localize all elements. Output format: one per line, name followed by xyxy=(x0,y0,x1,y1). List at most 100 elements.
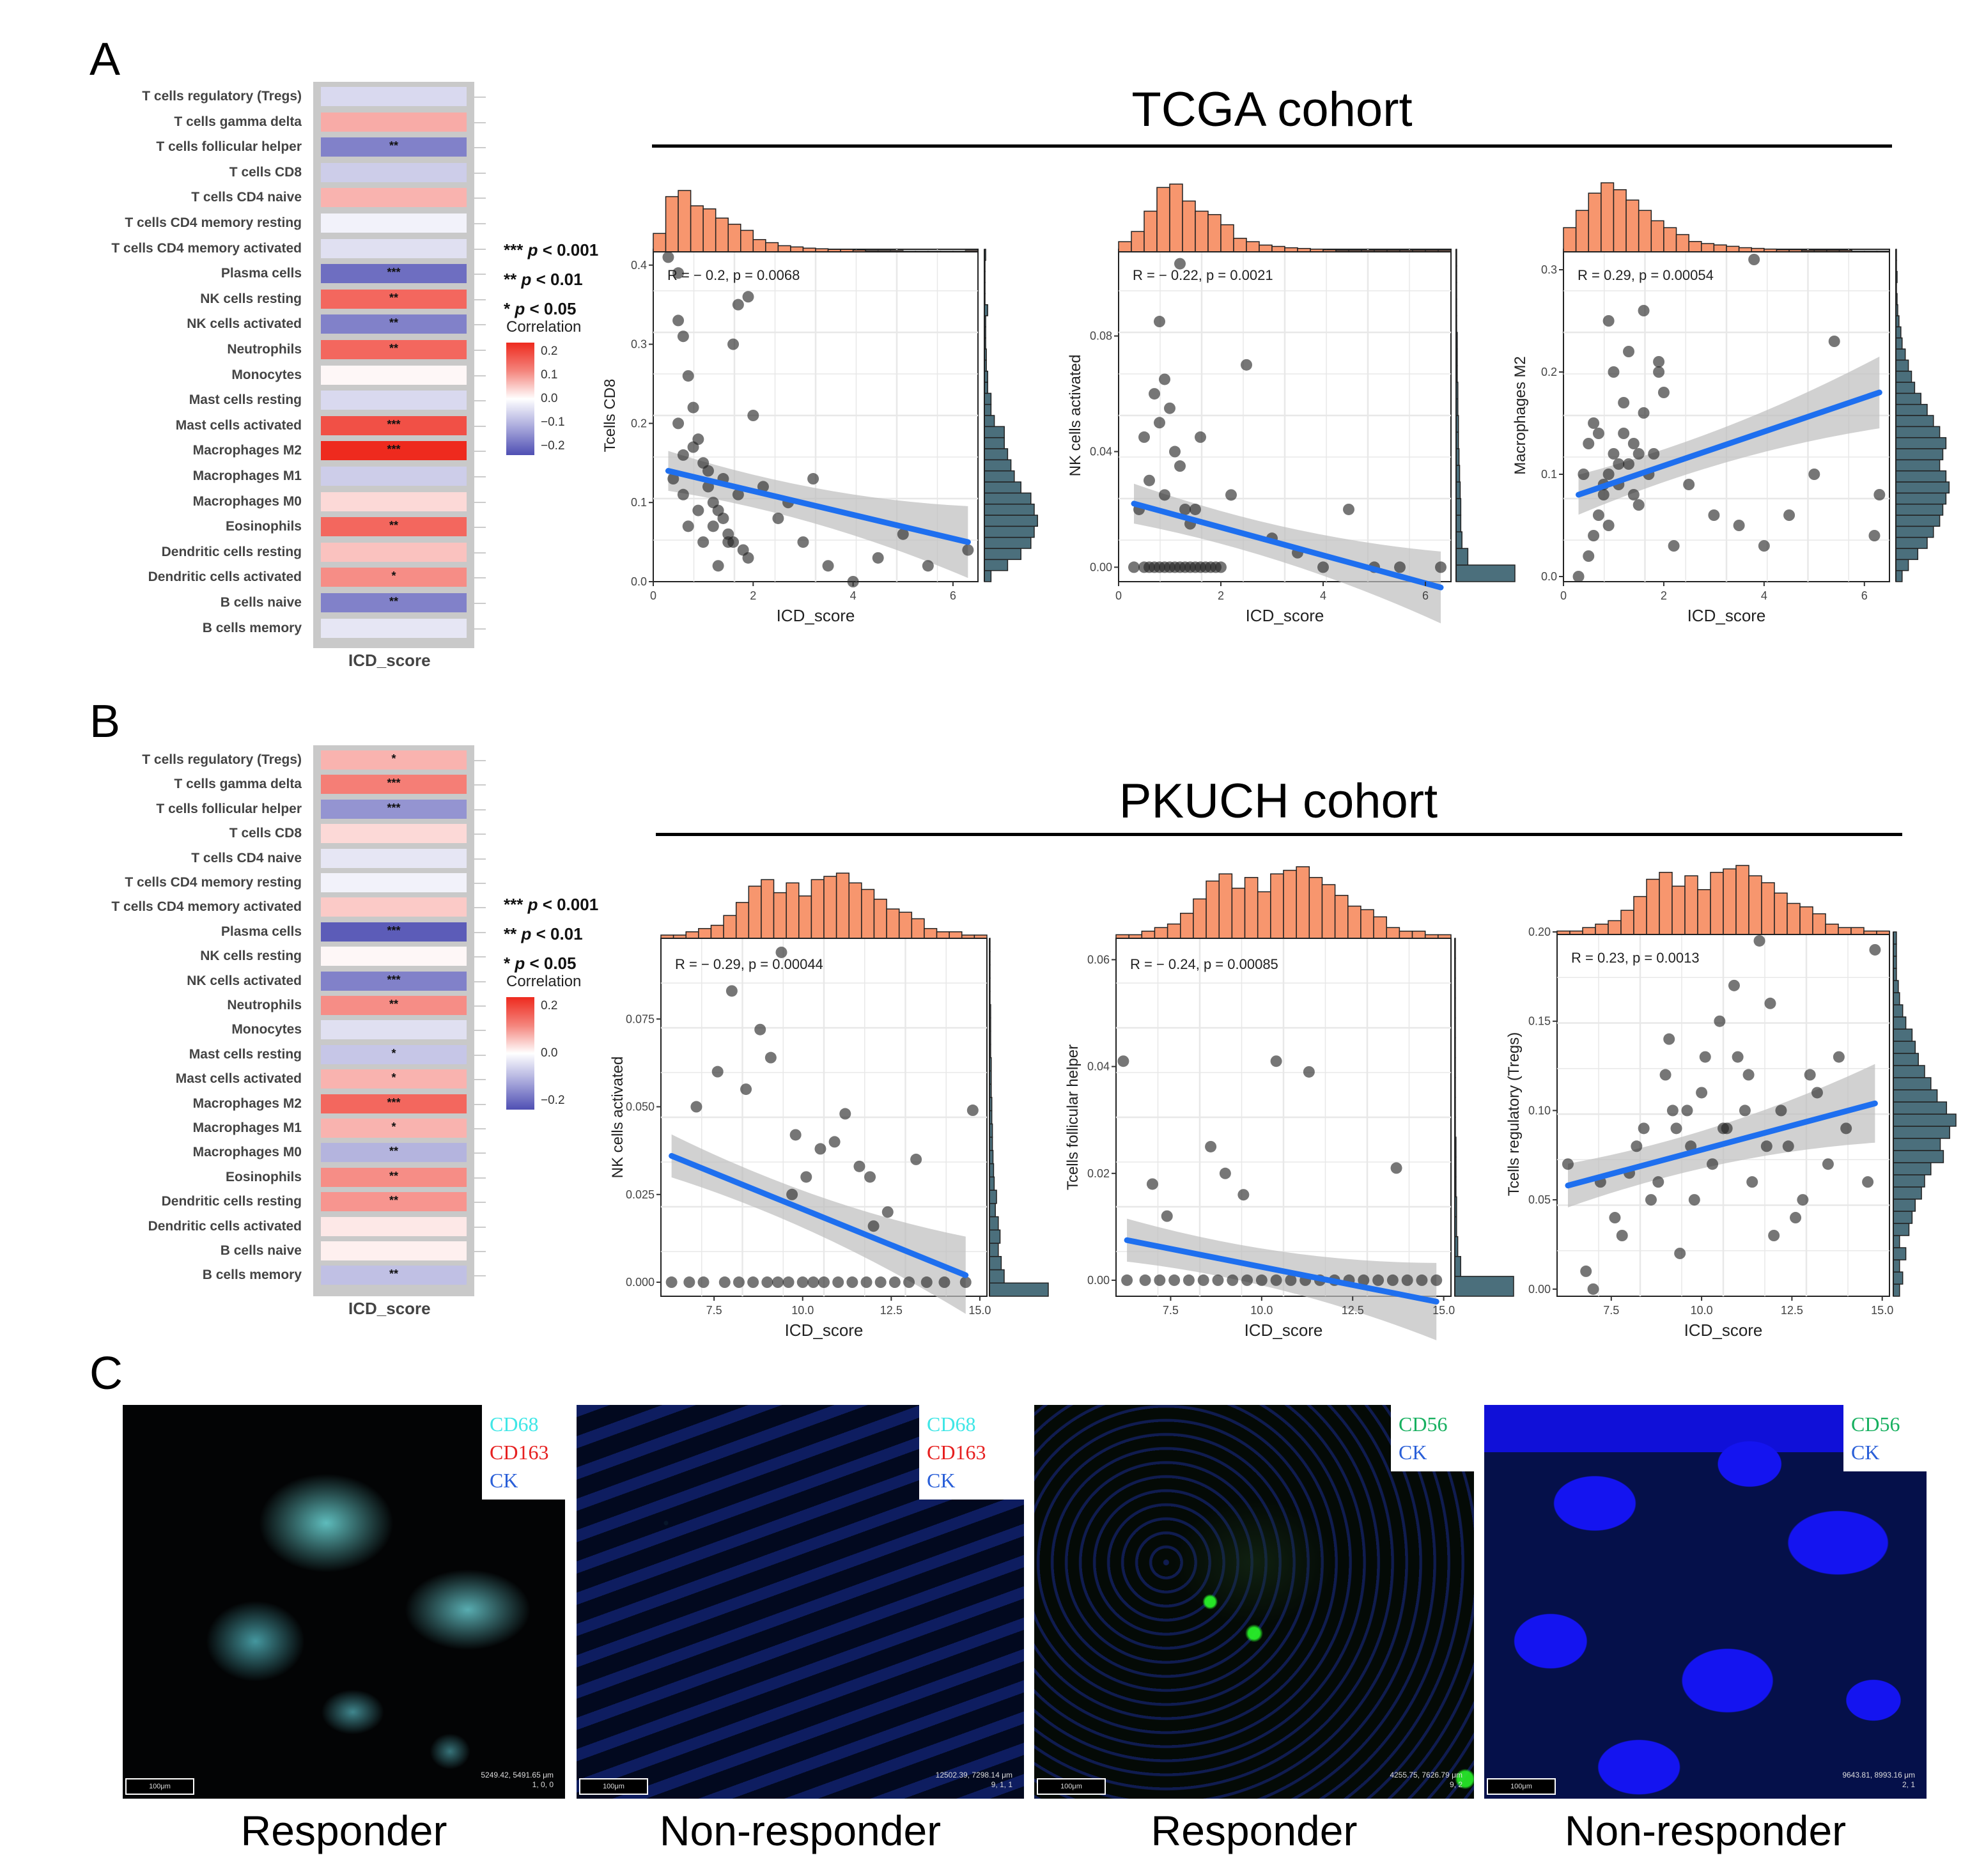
micrograph-caption: Non-responder xyxy=(1564,1807,1847,1854)
stage-coordinates: 12502.39, 7298.14 μm 9, 1, 1 xyxy=(936,1771,1012,1790)
scatter-point xyxy=(1623,346,1634,357)
micrograph-caption: Responder xyxy=(1151,1807,1358,1854)
top-histogram-bar xyxy=(1582,927,1596,935)
right-histogram-bar xyxy=(1455,564,1516,582)
top-histogram-bar xyxy=(1360,909,1374,939)
right-histogram-bar xyxy=(989,1176,995,1191)
heatmap-row-label: Monocytes xyxy=(231,367,302,382)
right-histogram-bar xyxy=(984,459,1012,472)
scatter-point xyxy=(1748,254,1760,265)
top-histogram-bar xyxy=(1373,916,1387,939)
heatmap-cell xyxy=(321,415,467,435)
right-histogram-bar xyxy=(1895,515,1941,527)
top-histogram-bar xyxy=(924,927,938,939)
heatmap-tick xyxy=(474,931,486,933)
top-histogram-bar xyxy=(1638,210,1652,252)
heatmap-row-label: Dendritic cells activated xyxy=(148,1218,302,1234)
scatter-point xyxy=(1840,1122,1852,1135)
y-tick-label: 0.05 xyxy=(1528,1193,1551,1206)
significance-stars: ** xyxy=(389,1267,398,1281)
heatmap-tick xyxy=(474,1152,486,1154)
top-histogram-bar xyxy=(1838,927,1852,935)
x-tick-label: 7.5 xyxy=(1603,1304,1619,1317)
top-histogram-bar xyxy=(777,245,791,252)
top-histogram-bar xyxy=(1787,903,1801,935)
scatter-point xyxy=(822,560,834,572)
y-tick-label: 0.0 xyxy=(631,575,647,588)
scatter-point xyxy=(1154,1274,1166,1286)
regression-line xyxy=(1576,389,1882,498)
scatter-point xyxy=(1183,1274,1195,1286)
significance-stars: * xyxy=(391,1071,396,1085)
scatter-point xyxy=(1394,561,1406,573)
scatter-point xyxy=(677,449,689,461)
top-histogram-bar xyxy=(810,879,825,939)
regression-line xyxy=(665,468,971,545)
colorbar-tick-label: 0.2 xyxy=(541,999,558,1012)
heatmap-tick xyxy=(474,1251,486,1252)
scatter-point xyxy=(1659,1069,1671,1081)
scatter-point xyxy=(786,1188,798,1200)
heatmap-tick xyxy=(474,274,486,275)
top-histogram-bar xyxy=(748,885,762,939)
x-axis-label: ICD_score xyxy=(1245,1321,1323,1340)
scatter-point xyxy=(717,512,729,524)
x-axis-label: ICD_score xyxy=(785,1321,864,1340)
significance-legend-item: * p < 0.05 xyxy=(504,954,577,973)
x-tick-label: 2 xyxy=(1218,589,1224,602)
scatter-point xyxy=(1416,1274,1428,1286)
right-histogram-bar xyxy=(1893,1089,1938,1103)
right-histogram-bar xyxy=(1893,980,1899,993)
marker-label: CK xyxy=(490,1469,518,1492)
top-histogram-bar xyxy=(873,899,887,939)
scatter-point xyxy=(1303,1066,1315,1078)
scatter-point xyxy=(864,1171,876,1183)
heatmap-row-label: T cells regulatory (Tregs) xyxy=(142,752,302,767)
scatter-point xyxy=(692,504,704,516)
heatmap-tick xyxy=(474,552,486,554)
heatmap-tick xyxy=(474,400,486,402)
significance-stars: ** xyxy=(389,1145,398,1158)
significance-stars: ** xyxy=(389,1194,398,1207)
colorbar-title: Correlation xyxy=(506,318,582,336)
top-histogram-bar xyxy=(698,927,712,939)
scatter-point xyxy=(1431,1274,1443,1286)
scatter-point xyxy=(1728,979,1740,991)
significance-stars: ** xyxy=(389,139,398,153)
heatmap-cell xyxy=(321,188,467,208)
scatter-point xyxy=(1583,550,1595,562)
heatmap-tick xyxy=(474,172,486,174)
heatmap-tick xyxy=(474,147,486,149)
scatter-point xyxy=(1797,1194,1809,1206)
heatmap-row-label: Plasma cells xyxy=(221,266,302,281)
significance-stars: *** xyxy=(387,777,401,790)
top-histogram-bar xyxy=(678,190,692,252)
scatter-point xyxy=(1255,1274,1268,1286)
scatter-point xyxy=(732,298,744,311)
heatmap-cell xyxy=(321,873,467,892)
scatter-point xyxy=(828,1136,841,1148)
top-histogram-bar xyxy=(1180,913,1194,939)
top-histogram-bar xyxy=(1761,882,1775,935)
scatter-point xyxy=(1237,1189,1250,1201)
scatter-point xyxy=(1270,1274,1282,1286)
top-histogram-bar xyxy=(740,229,754,252)
y-tick-label: 0.4 xyxy=(631,259,647,272)
y-tick-label: 0.1 xyxy=(631,496,647,509)
scatter-point xyxy=(888,1276,901,1289)
top-histogram-bar xyxy=(1182,200,1196,252)
y-tick-label: 0.0 xyxy=(1541,570,1557,583)
heatmap-row-label: Eosinophils xyxy=(225,1169,302,1184)
top-histogram-bar xyxy=(1774,892,1788,935)
scatter-point xyxy=(1782,1140,1794,1152)
top-histogram-bar xyxy=(1663,227,1677,252)
top-histogram-bar xyxy=(761,879,775,939)
top-histogram-bar xyxy=(936,931,950,939)
right-histogram-bar xyxy=(1895,392,1921,405)
scatter-point xyxy=(682,520,694,532)
top-histogram-bar xyxy=(710,924,724,939)
scatter-point xyxy=(772,1276,784,1289)
right-histogram-bar xyxy=(1895,326,1902,339)
heatmap-row-label: Monocytes xyxy=(231,1022,302,1037)
